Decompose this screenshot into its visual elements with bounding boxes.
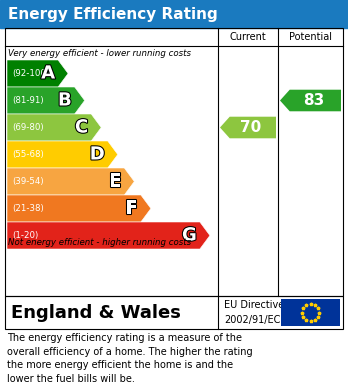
Text: E: E <box>109 172 121 190</box>
Text: Current: Current <box>230 32 266 42</box>
Bar <box>5 28 343 296</box>
Text: Very energy efficient - lower running costs: Very energy efficient - lower running co… <box>8 48 191 57</box>
Text: B: B <box>58 91 72 109</box>
Text: England & Wales: England & Wales <box>11 303 181 321</box>
Polygon shape <box>7 114 101 141</box>
Text: The energy efficiency rating is a measure of the
overall efficiency of a home. T: The energy efficiency rating is a measur… <box>7 333 253 384</box>
Text: (1-20): (1-20) <box>12 231 38 240</box>
Polygon shape <box>7 222 210 249</box>
Text: Energy Efficiency Rating: Energy Efficiency Rating <box>8 7 218 22</box>
Text: C: C <box>75 118 88 136</box>
Text: (81-91): (81-91) <box>12 96 44 105</box>
Polygon shape <box>7 87 85 114</box>
Polygon shape <box>7 60 68 87</box>
Bar <box>281 299 340 326</box>
Bar <box>0 0 348 28</box>
Polygon shape <box>7 168 134 195</box>
Polygon shape <box>7 195 151 222</box>
Text: D: D <box>90 145 105 163</box>
Text: EU Directive
2002/91/EC: EU Directive 2002/91/EC <box>224 301 284 325</box>
Text: 70: 70 <box>240 120 261 135</box>
Text: A: A <box>41 65 55 83</box>
Text: Potential: Potential <box>289 32 332 42</box>
Polygon shape <box>7 141 118 168</box>
Text: (92-100): (92-100) <box>12 69 49 78</box>
Text: (69-80): (69-80) <box>12 123 44 132</box>
Text: G: G <box>182 226 197 244</box>
Text: (39-54): (39-54) <box>12 177 44 186</box>
Text: (21-38): (21-38) <box>12 204 44 213</box>
Text: F: F <box>126 199 138 217</box>
Bar <box>5 296 343 329</box>
Text: Not energy efficient - higher running costs: Not energy efficient - higher running co… <box>8 238 191 247</box>
Polygon shape <box>280 90 341 111</box>
Text: (55-68): (55-68) <box>12 150 44 159</box>
Polygon shape <box>220 117 276 138</box>
Text: 83: 83 <box>303 93 324 108</box>
